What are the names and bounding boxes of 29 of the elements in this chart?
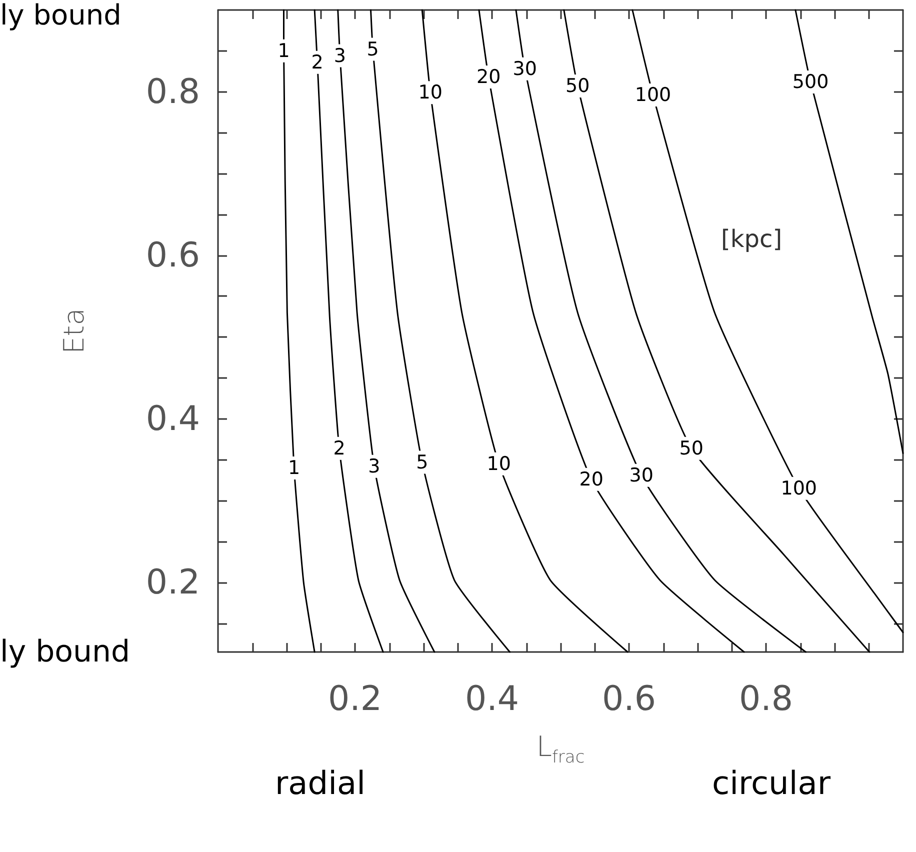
series-label: 1 [278, 40, 290, 62]
text: circular [712, 764, 832, 802]
x-tick-label: 0.8 [738, 679, 794, 719]
x-tick-label: 0.4 [464, 679, 520, 719]
text: 50 [679, 437, 704, 460]
y-tick-label: 0.4 [146, 398, 200, 439]
series-label: 10 [418, 82, 442, 104]
series-label: 500 [792, 70, 829, 93]
line-series [563, 9, 870, 653]
annotation: [kpc] [721, 225, 782, 253]
y-tick-label: 0.8 [146, 72, 200, 112]
text: 10 [486, 452, 511, 475]
series-label: 50 [566, 75, 590, 98]
text: radial [275, 764, 366, 802]
y-tick-label: 0.6 [146, 235, 200, 276]
text: 30 [629, 464, 654, 486]
y-axis-title: Eta [58, 308, 90, 354]
text: 1 [288, 456, 300, 479]
x-tick-label: 0.2 [328, 679, 382, 719]
x-tick-label: 0.6 [602, 679, 656, 719]
series-label: 30 [512, 58, 537, 80]
text: 20 [476, 66, 501, 88]
text: 100 [780, 477, 818, 500]
text: ly bound [0, 634, 130, 670]
series-label: 100 [634, 84, 672, 106]
text: ly bound [0, 0, 122, 32]
series-label: 20 [579, 468, 604, 490]
line-series [632, 9, 904, 634]
y-tick-label: 0.2 [146, 562, 200, 602]
